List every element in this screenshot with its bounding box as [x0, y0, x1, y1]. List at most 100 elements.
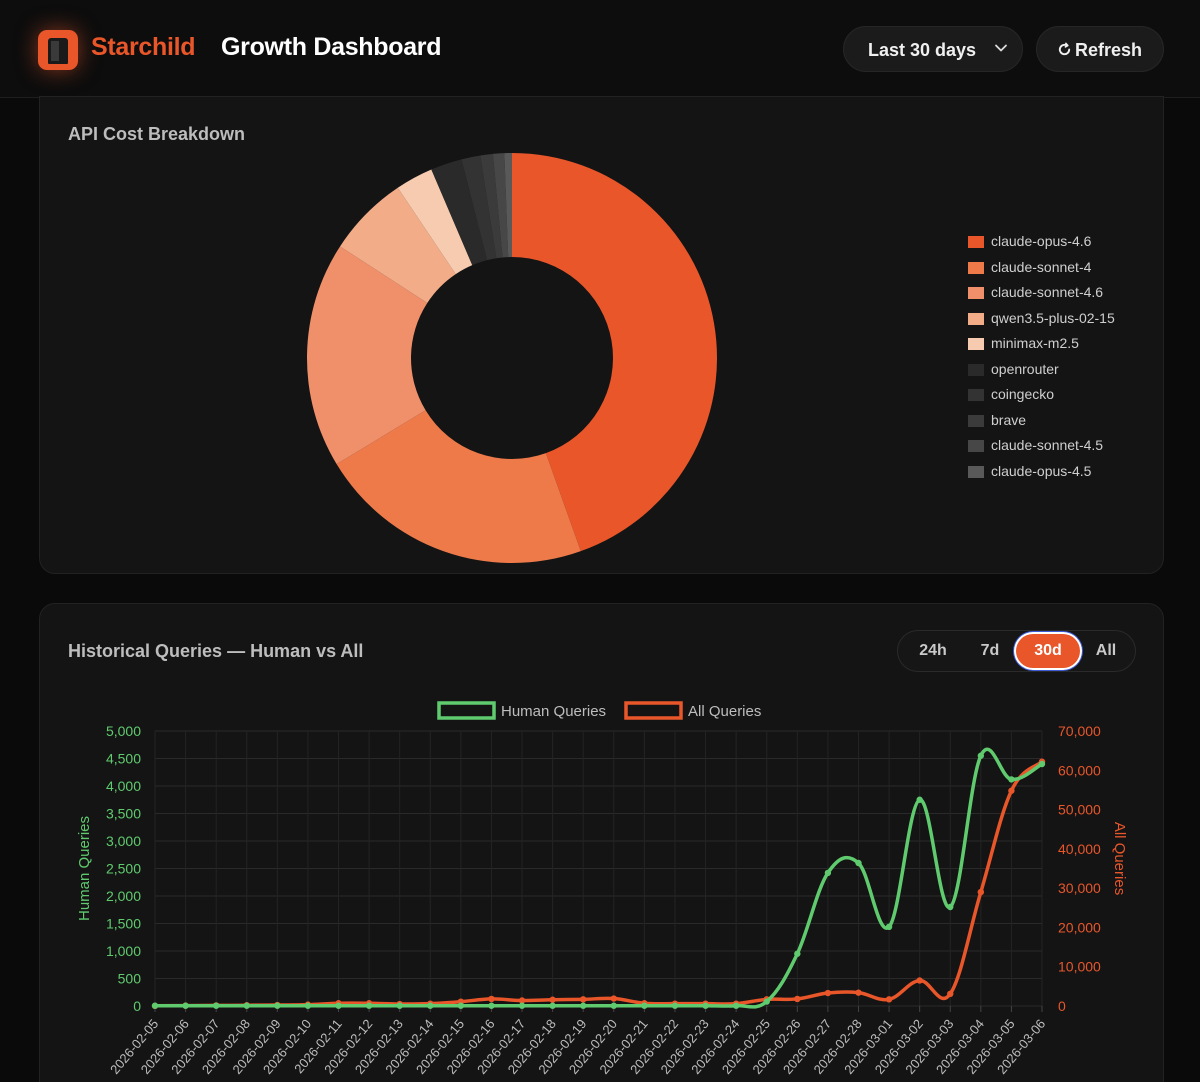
data-point[interactable]: [977, 888, 985, 896]
legend-item[interactable]: brave: [968, 411, 1168, 431]
y-right-tick-label: 30,000: [1058, 880, 1101, 896]
data-point[interactable]: [885, 996, 893, 1003]
y-left-tick-label: 2,000: [106, 888, 141, 904]
legend-label: claude-sonnet-4.5: [991, 437, 1104, 453]
chart-legend: Human Queries All Queries: [437, 701, 761, 720]
donut-slice-coingecko[interactable]: [461, 155, 497, 261]
data-point[interactable]: [916, 977, 923, 984]
data-point[interactable]: [977, 752, 985, 759]
donut-slice-brave[interactable]: [480, 153, 503, 259]
y-right-tick-label: 50,000: [1058, 802, 1101, 818]
data-point[interactable]: [396, 1002, 403, 1009]
chart-grid: [154, 730, 1043, 1012]
data-point[interactable]: [518, 997, 526, 1004]
y-left-tick-label: 3,500: [106, 806, 141, 822]
legend-item[interactable]: qwen3.5-plus-02-15: [968, 309, 1168, 329]
historical-queries-card: Historical Queries — Human vs All 5,000 4…: [39, 603, 1164, 1082]
data-point[interactable]: [671, 1002, 679, 1009]
data-point[interactable]: [763, 998, 770, 1005]
data-point[interactable]: [732, 1002, 740, 1009]
page-title: Growth Dashboard: [221, 33, 442, 61]
data-point[interactable]: [488, 995, 495, 1003]
data-point[interactable]: [427, 1002, 434, 1009]
data-point[interactable]: [794, 950, 801, 957]
legend-swatch: [968, 261, 984, 274]
data-point[interactable]: [580, 996, 587, 1003]
data-point[interactable]: [885, 923, 893, 930]
refresh-button[interactable]: Refresh: [1036, 26, 1164, 72]
y-left-tick-label: 5,000: [106, 723, 141, 739]
data-point[interactable]: [488, 1002, 495, 1009]
legend-item[interactable]: All Queries: [624, 701, 761, 720]
data-point[interactable]: [457, 1002, 465, 1009]
legend-item[interactable]: coingecko: [968, 385, 1168, 405]
data-point[interactable]: [824, 989, 832, 997]
legend-item[interactable]: openrouter: [968, 360, 1168, 380]
donut-slice-qwen3.5-plus-02-15[interactable]: [340, 187, 456, 304]
data-point[interactable]: [1008, 776, 1015, 783]
date-range-select[interactable]: Last 30 days: [843, 26, 1023, 72]
y-left-tick-label: 0: [133, 998, 141, 1014]
series-line-All Queries[interactable]: [154, 760, 1044, 1008]
legend-swatch: [968, 363, 984, 376]
legend-item[interactable]: claude-opus-4.6: [968, 232, 1168, 252]
period-24h-button[interactable]: 24h: [919, 642, 947, 659]
legend-item[interactable]: Human Queries: [437, 701, 606, 720]
donut-slice-claude-sonnet-4.5[interactable]: [492, 153, 509, 258]
donut-slice-claude-sonnet-4.6[interactable]: [306, 246, 428, 465]
data-point[interactable]: [151, 1002, 159, 1009]
data-point[interactable]: [365, 1002, 373, 1009]
donut-slice-claude-opus-4.5[interactable]: [504, 153, 512, 258]
y-right-tick-label: 70,000: [1058, 723, 1101, 739]
data-point[interactable]: [855, 859, 862, 867]
data-point[interactable]: [549, 996, 556, 1003]
data-point[interactable]: [610, 995, 617, 1002]
legend-item[interactable]: claude-opus-4.5: [968, 462, 1168, 482]
period-7d-button[interactable]: 7d: [980, 642, 1000, 659]
y-left-tick-label: 1,500: [106, 916, 141, 932]
api-cost-donut-chart: [306, 153, 718, 563]
data-point[interactable]: [212, 1002, 220, 1009]
refresh-label: Refresh: [1075, 40, 1143, 60]
refresh-icon: [1058, 42, 1071, 56]
data-point[interactable]: [274, 1002, 281, 1009]
data-point[interactable]: [916, 796, 923, 803]
data-point[interactable]: [1038, 760, 1046, 768]
y-right-tick-label: 10,000: [1058, 959, 1101, 975]
data-point[interactable]: [794, 995, 801, 1003]
data-point[interactable]: [304, 1002, 312, 1009]
legend-item[interactable]: claude-sonnet-4.6: [968, 283, 1168, 303]
data-point[interactable]: [610, 1002, 617, 1009]
y-right-tick-label: 60,000: [1058, 762, 1101, 778]
data-point[interactable]: [855, 989, 862, 996]
data-point[interactable]: [518, 1002, 526, 1009]
data-point[interactable]: [1008, 787, 1015, 794]
data-point[interactable]: [549, 1002, 556, 1009]
data-point[interactable]: [243, 1002, 250, 1009]
data-point[interactable]: [824, 869, 832, 877]
data-point[interactable]: [335, 1002, 342, 1009]
data-point[interactable]: [641, 1002, 648, 1009]
legend-item[interactable]: claude-sonnet-4.5: [968, 436, 1168, 456]
donut-slice-claude-opus-4.6[interactable]: [512, 153, 718, 552]
legend-item[interactable]: claude-sonnet-4: [968, 258, 1168, 278]
donut-slice-minimax-m2.5[interactable]: [397, 169, 473, 275]
legend-item[interactable]: minimax-m2.5: [968, 334, 1168, 354]
legend-swatch: [968, 338, 984, 350]
data-point[interactable]: [182, 1002, 189, 1009]
legend-swatch: [968, 440, 984, 452]
period-30d-button[interactable]: 30d: [1016, 634, 1080, 668]
data-point[interactable]: [947, 990, 954, 998]
legend-swatch: [968, 236, 984, 248]
data-point[interactable]: [947, 903, 954, 911]
data-point[interactable]: [702, 1002, 709, 1009]
period-all-button[interactable]: All: [1095, 642, 1117, 659]
period-toggle-group: 24h 7d 30d All: [897, 630, 1136, 672]
data-point[interactable]: [580, 1002, 587, 1009]
api-cost-title: API Cost Breakdown: [68, 124, 246, 144]
donut-slice-openrouter[interactable]: [431, 159, 488, 266]
legend-label: Human Queries: [501, 703, 606, 720]
donut-slice-claude-sonnet-4[interactable]: [336, 410, 581, 563]
y-left-tick-label: 500: [118, 971, 142, 987]
series-line-Human Queries[interactable]: [155, 747, 1043, 1009]
